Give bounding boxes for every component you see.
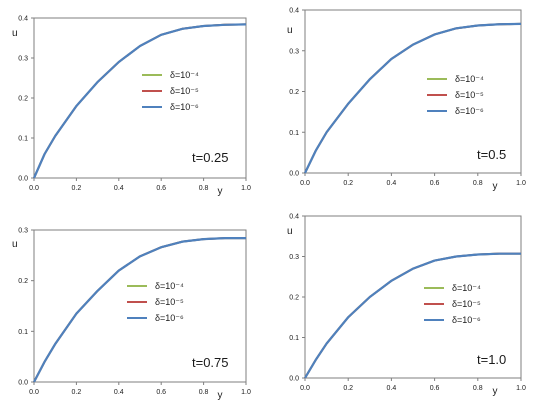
series-line-3 <box>304 252 521 379</box>
x-axis-label: y <box>493 386 498 397</box>
y-tick-label: 0.2 <box>289 89 299 96</box>
x-tick-label: 0.0 <box>300 180 310 187</box>
x-tick-label: 0.2 <box>343 385 353 392</box>
y-tick-label: 0.1 <box>289 335 299 342</box>
legend-label: δ=10⁻⁴ <box>452 283 481 293</box>
x-tick-label: 0.8 <box>473 385 483 392</box>
legend-label: δ=10⁻⁴ <box>155 281 184 291</box>
y-tick-label: 0.0 <box>289 171 299 178</box>
legend-label: δ=10⁻⁵ <box>155 297 184 307</box>
y-tick-label: 0.2 <box>18 96 28 103</box>
y-tick-label: 0.4 <box>289 214 299 221</box>
legend-label: δ=10⁻⁶ <box>155 313 184 323</box>
y-tick-label: 0.3 <box>18 56 28 63</box>
time-annotation: t=0.75 <box>192 355 229 370</box>
y-tick-label: 0.3 <box>289 254 299 261</box>
y-tick-label: 0.0 <box>18 380 28 387</box>
series-line-3 <box>33 237 246 383</box>
y-tick-label: 0.1 <box>289 130 299 137</box>
series-line-3 <box>32 23 247 179</box>
legend-label: δ=10⁻⁵ <box>455 90 484 100</box>
x-tick-label: 0.6 <box>156 389 166 396</box>
x-tick-label: 0.4 <box>114 185 124 192</box>
time-annotation: t=0.25 <box>192 150 229 165</box>
chart-panel-4: 0.0 0.2 0.4 0.6 0.8 1.0 0.0 0.1 0.2 0.3 0.4 u y δ=10⁻… <box>287 214 526 398</box>
x-tick-label: 0.2 <box>72 185 82 192</box>
x-tick-label: 0.0 <box>300 385 310 392</box>
y-tick-label: 0.2 <box>289 295 299 302</box>
x-tick-label: 0.6 <box>430 385 440 392</box>
x-tick-label: 0.8 <box>473 180 483 187</box>
x-tick-label: 1.0 <box>241 185 251 192</box>
y-axis-label: u <box>12 239 18 250</box>
legend-label: δ=10⁻⁴ <box>170 70 199 80</box>
x-tick-label: 0.0 <box>29 389 39 396</box>
y-axis-label: u <box>287 25 293 36</box>
legend-label: δ=10⁻⁶ <box>455 106 484 116</box>
legend-label: δ=10⁻⁵ <box>170 86 199 96</box>
x-axis-label: y <box>218 186 223 197</box>
x-axis-label: y <box>493 181 498 192</box>
legend-label: δ=10⁻⁶ <box>170 102 199 112</box>
chart-panel-3: 0.0 0.2 0.4 0.6 0.8 1.0 0.0 0.1 0.2 0.3u y δ=10⁻⁴ δ=… <box>12 228 251 402</box>
x-tick-label: 0.8 <box>199 389 209 396</box>
time-annotation: t=1.0 <box>477 352 506 367</box>
x-tick-label: 0.2 <box>72 389 82 396</box>
y-axis-label: u <box>287 226 293 237</box>
x-tick-label: 0.6 <box>430 180 440 187</box>
x-axis-label: y <box>218 390 223 401</box>
x-tick-label: 0.0 <box>29 185 39 192</box>
x-tick-label: 0.4 <box>387 180 397 187</box>
time-annotation: t=0.5 <box>477 147 506 162</box>
y-tick-label: 0.3 <box>18 228 28 235</box>
y-tick-label: 0.4 <box>289 8 299 15</box>
x-tick-label: 0.6 <box>156 185 166 192</box>
chart-panel-2: 0.0 0.2 0.4 0.6 0.8 1.0 0.0 0.1 0.2 0.3 0.4 u y δ=10⁻… <box>287 8 526 193</box>
x-tick-label: 0.8 <box>199 185 209 192</box>
y-tick-label: 0.0 <box>18 176 28 183</box>
series-line-3 <box>304 22 522 174</box>
y-tick-label: 0.1 <box>18 136 28 143</box>
plot-frame <box>33 229 247 383</box>
y-tick-label: 0.4 <box>18 16 28 23</box>
legend-label: δ=10⁻⁵ <box>452 299 481 309</box>
legend-label: δ=10⁻⁶ <box>452 315 481 325</box>
x-tick-label: 1.0 <box>241 389 251 396</box>
y-tick-label: 0.3 <box>289 48 299 55</box>
y-tick-label: 0.2 <box>18 278 28 285</box>
x-tick-label: 0.4 <box>387 385 397 392</box>
x-tick-label: 1.0 <box>516 180 526 187</box>
x-tick-label: 0.4 <box>114 389 124 396</box>
y-tick-label: 0.1 <box>18 329 28 336</box>
chart-panel-1: 0.0 0.2 0.4 0.6 0.8 1.00.00.10.20.30.4uyδ=10⁻… <box>12 16 251 198</box>
y-axis-label: u <box>12 28 18 39</box>
y-tick-label: 0.0 <box>289 376 299 383</box>
x-tick-label: 0.2 <box>343 180 353 187</box>
legend-label: δ=10⁻⁴ <box>455 74 484 84</box>
x-tick-label: 1.0 <box>516 385 526 392</box>
